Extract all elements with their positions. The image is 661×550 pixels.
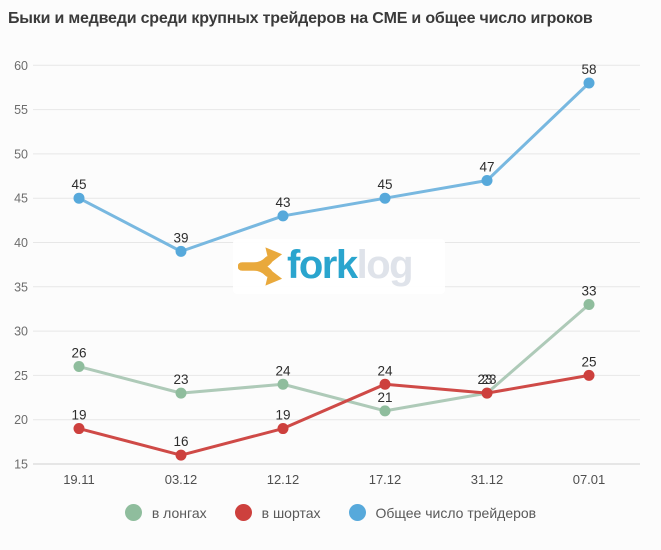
y-tick-label: 60 (14, 59, 28, 73)
legend-swatch-shorts-icon (234, 504, 252, 521)
series-line-longs (77, 303, 591, 413)
watermark-brand-fork: fork (287, 242, 358, 287)
data-label-total: 58 (581, 62, 596, 77)
data-label-shorts: 19 (71, 408, 86, 423)
x-tick-label: 12.12 (267, 472, 300, 487)
legend-label-total: Общее число трейдеров (375, 504, 537, 521)
legend-swatch-longs-icon (124, 504, 142, 521)
data-label-longs: 23 (477, 372, 492, 387)
legend-label-shorts: в шортах (261, 504, 321, 521)
data-label-shorts: 23 (481, 372, 496, 387)
data-point-total[interactable] (277, 210, 289, 222)
y-tick-label: 25 (14, 369, 28, 383)
x-tick-label: 19.11 (63, 472, 95, 487)
legend-item-longs[interactable]: в лонгах (124, 504, 207, 521)
data-label-total: 43 (275, 195, 290, 210)
data-label-total: 47 (479, 159, 494, 174)
data-point-shorts[interactable] (175, 449, 187, 461)
data-point-shorts[interactable] (73, 423, 85, 435)
data-point-total[interactable] (175, 245, 187, 257)
legend-label-longs: в лонгах (151, 504, 207, 521)
data-label-shorts: 19 (275, 408, 290, 423)
y-tick-label: 20 (14, 413, 28, 427)
watermark-brand-log: log (356, 242, 414, 287)
data-point-longs[interactable] (73, 361, 85, 373)
data-label-longs: 21 (377, 390, 392, 405)
data-point-shorts[interactable] (481, 387, 493, 399)
data-label-shorts: 24 (377, 363, 393, 378)
legend-item-shorts[interactable]: в шортах (234, 504, 321, 521)
forklog-watermark: fork log (233, 239, 445, 294)
y-tick-label: 40 (14, 236, 28, 250)
data-label-shorts: 25 (581, 354, 596, 369)
chart-legend: в лонгах в шортах Общее число трейдеров (0, 504, 661, 521)
data-point-longs[interactable] (277, 378, 289, 390)
y-tick-label: 50 (14, 147, 28, 161)
line-chart-canvas[interactable]: 60 55 50 45 40 35 30 25 20 15 19.11 03.12 12.12 17.12… (0, 0, 661, 500)
data-point-longs[interactable] (583, 299, 595, 311)
data-point-total[interactable] (583, 77, 595, 89)
x-tick-label: 03.12 (165, 472, 198, 487)
data-point-longs[interactable] (379, 405, 391, 417)
y-tick-label: 15 (14, 458, 28, 472)
data-point-longs[interactable] (175, 387, 187, 399)
data-label-longs: 33 (581, 284, 596, 299)
data-point-shorts[interactable] (277, 423, 289, 435)
legend-item-total[interactable]: Общее число трейдеров (348, 504, 537, 521)
data-label-shorts: 16 (173, 434, 188, 449)
data-label-longs: 26 (71, 346, 86, 361)
data-label-longs: 24 (275, 363, 291, 378)
data-point-shorts[interactable] (583, 369, 595, 381)
legend-swatch-total-icon (348, 504, 366, 521)
x-tick-label: 31.12 (471, 472, 504, 487)
data-label-total: 39 (173, 230, 188, 245)
y-tick-label: 45 (14, 192, 28, 206)
data-point-shorts[interactable] (379, 378, 391, 390)
data-point-total[interactable] (481, 174, 493, 186)
y-tick-label: 35 (14, 280, 28, 294)
series-line-total (77, 81, 591, 253)
data-label-total: 45 (71, 177, 86, 192)
series-line-shorts (77, 373, 591, 457)
y-tick-label: 55 (14, 103, 28, 117)
forklog-fork-arrows-icon (238, 247, 283, 286)
y-tick-label: 30 (14, 325, 28, 339)
x-tick-label: 17.12 (369, 472, 402, 487)
data-point-total[interactable] (379, 192, 391, 204)
data-label-total: 45 (377, 177, 392, 192)
chart-title: Быки и медведи среди крупных трейдеров н… (8, 10, 593, 27)
data-label-longs: 23 (173, 372, 188, 387)
data-point-total[interactable] (73, 192, 85, 204)
x-tick-label: 07.01 (573, 472, 606, 487)
